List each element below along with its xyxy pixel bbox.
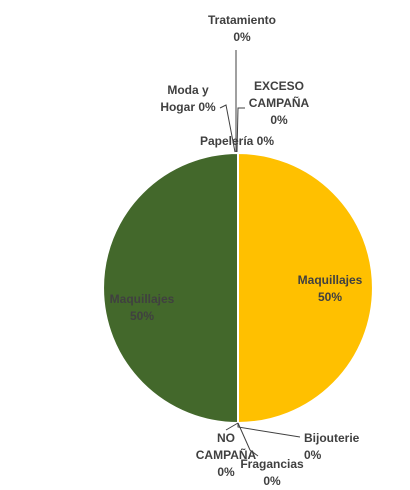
slice-label-line: 50% xyxy=(130,309,154,323)
slice-label-line: Papelería 0% xyxy=(200,134,274,148)
slice-label-line: Maquillajes xyxy=(298,273,363,287)
leader-line-0 xyxy=(237,423,301,438)
leader-lines xyxy=(219,50,301,457)
slice-label-line: EXCESO xyxy=(254,79,304,93)
leader-line-5 xyxy=(219,104,236,153)
slice-label-7: EXCESO CAMPAÑA 0% xyxy=(249,79,310,127)
slice-label-line: Hogar 0% xyxy=(160,100,216,114)
slice-label-line: 50% xyxy=(318,290,342,304)
slice-label-line: Fragancias xyxy=(240,457,304,471)
slice-label-line: CAMPAÑA xyxy=(196,447,257,462)
leader-line-1 xyxy=(237,422,259,457)
slice-label-line: 0% xyxy=(217,465,235,479)
slice-label-line: 0% xyxy=(263,474,281,488)
slice-labels: Maquillajes 50%Bijouterie 0%Fragancias 0%NO… xyxy=(110,13,363,488)
slice-label-6: Tratamiento 0% xyxy=(208,13,276,44)
leader-line-2 xyxy=(225,422,239,431)
slice-label-line: CAMPAÑA xyxy=(249,95,310,110)
pie-slice-4 xyxy=(102,151,239,425)
slice-label-line: 0% xyxy=(233,30,251,44)
slice-label-5: Moda y Hogar 0% xyxy=(160,83,216,114)
slice-label-1: Bijouterie 0% xyxy=(304,431,360,462)
slice-label-line: 0% xyxy=(270,113,288,127)
slice-label-line: Maquillajes xyxy=(110,292,175,306)
slice-label-4: Maquillajes 50% xyxy=(110,292,175,323)
slice-label-0: Maquillajes 50% xyxy=(298,273,363,304)
slice-label-line: Bijouterie xyxy=(304,431,360,445)
slice-label-line: 0% xyxy=(304,448,322,462)
slice-label-2: Fragancias 0% xyxy=(240,457,304,488)
slice-label-line: NO xyxy=(217,431,235,445)
pie-slice-0 xyxy=(237,151,374,425)
slice-label-line: Tratamiento xyxy=(208,13,276,27)
slice-label-8: Papelería 0% xyxy=(200,134,274,148)
slice-label-3: NO CAMPAÑA 0% xyxy=(196,431,257,479)
leader-line-4 xyxy=(236,107,245,153)
slice-label-line: Moda y xyxy=(167,83,209,97)
pie-slices xyxy=(102,151,374,425)
